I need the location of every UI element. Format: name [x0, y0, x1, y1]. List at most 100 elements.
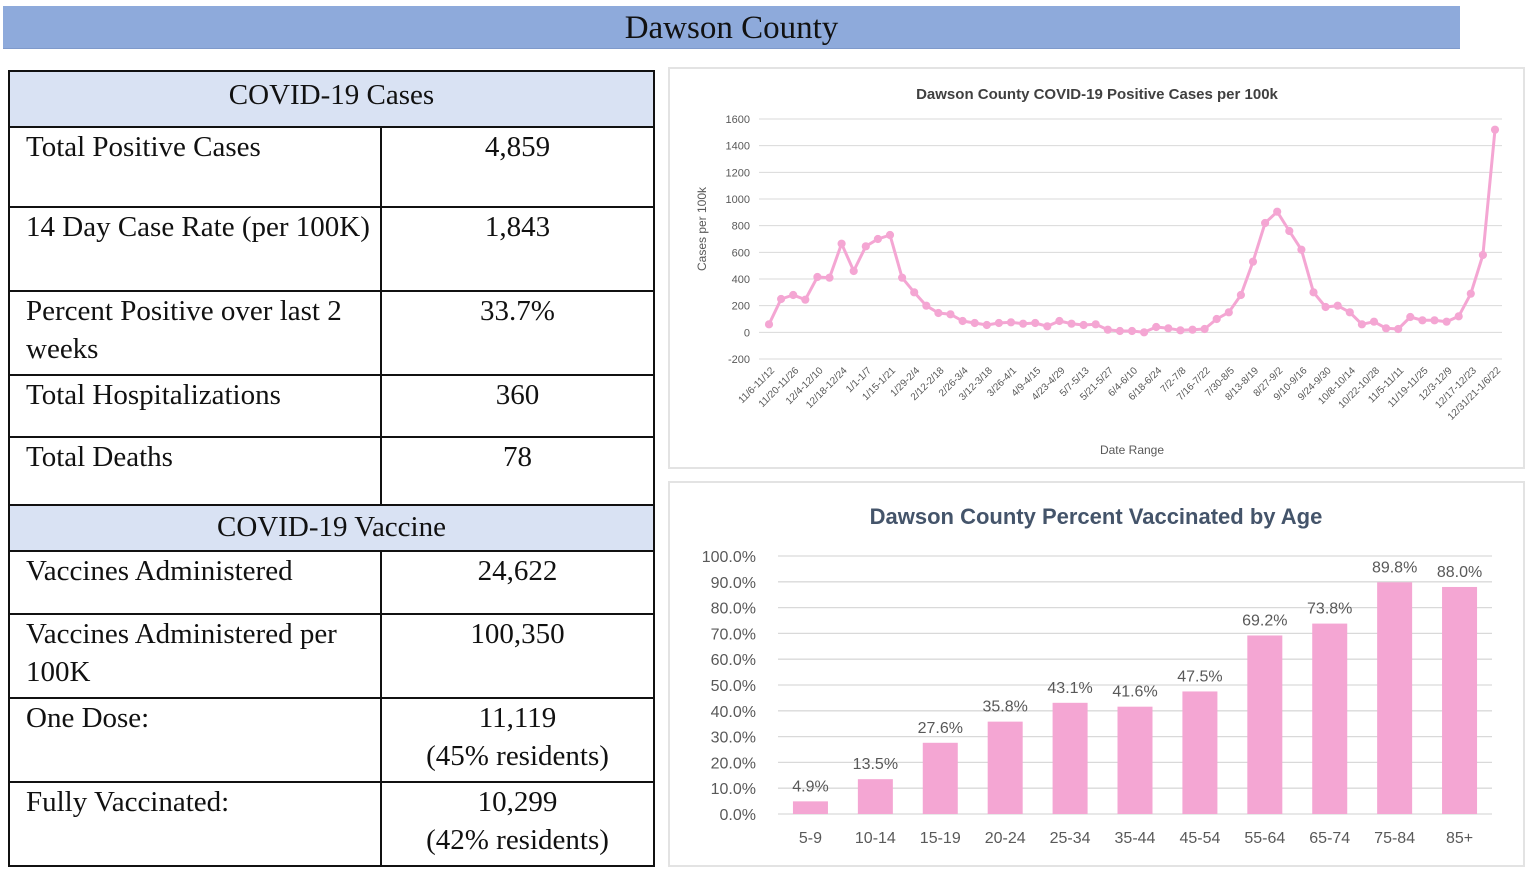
table-row: One Dose: 11,119 (45% residents) — [8, 697, 655, 783]
data-point — [958, 316, 967, 326]
data-label: 73.8% — [1307, 601, 1352, 618]
data-point — [885, 230, 895, 240]
x-tick-label: 55-64 — [1244, 830, 1285, 847]
data-point — [873, 234, 882, 244]
data-point — [1345, 308, 1354, 317]
table-row: Fully Vaccinated: 10,299 (42% residents) — [8, 781, 655, 867]
data-point — [1466, 289, 1475, 298]
bar — [1182, 691, 1218, 814]
data-point — [1127, 326, 1137, 336]
data-point — [1454, 312, 1463, 321]
data-label: 47.5% — [1177, 668, 1222, 685]
data-point — [1309, 288, 1318, 297]
cases-line-chart: Dawson County COVID-19 Positive Cases pe… — [695, 86, 1503, 457]
row-label: Vaccines Administered per 100K — [8, 613, 382, 699]
y-tick-label: 400 — [732, 274, 750, 286]
data-point — [1188, 325, 1197, 334]
table-row: Total Positive Cases 4,859 — [8, 126, 655, 208]
row-value: 24,622 — [380, 550, 655, 615]
data-point — [1261, 218, 1270, 228]
x-tick-label: 10-14 — [855, 830, 896, 847]
row-label: Total Deaths — [8, 436, 382, 506]
x-tick-label: 5-9 — [799, 830, 822, 847]
data-point — [1164, 324, 1173, 333]
y-tick-label: 10.0% — [711, 781, 756, 798]
value-main: 10,299 — [477, 786, 558, 818]
data-point — [922, 301, 931, 310]
data-point — [813, 272, 822, 282]
y-tick-label: 1200 — [726, 167, 750, 179]
data-point — [1079, 320, 1088, 330]
data-point — [1248, 257, 1258, 266]
bar — [922, 742, 958, 814]
data-point — [837, 239, 846, 248]
y-tick-label: 30.0% — [711, 730, 756, 747]
y-tick-label: 60.0% — [711, 652, 756, 669]
bar — [1052, 702, 1088, 814]
bar — [857, 779, 893, 814]
table-row: 14 Day Case Rate (per 100K) 1,843 — [8, 206, 655, 292]
y-tick-label: 50.0% — [711, 678, 756, 695]
row-label: Total Positive Cases — [8, 126, 382, 208]
bar — [792, 801, 828, 814]
y-tick-label: 70.0% — [711, 626, 756, 643]
x-tick-label: 85+ — [1446, 830, 1473, 847]
row-value: 11,119 (45% residents) — [380, 697, 655, 783]
row-label: One Dose: — [8, 697, 382, 783]
data-point — [825, 273, 834, 282]
data-label: 88.0% — [1437, 564, 1482, 581]
data-point — [1006, 318, 1016, 327]
x-tick-label: 45-54 — [1179, 830, 1220, 847]
data-point — [1067, 319, 1076, 328]
table-row: Vaccines Administered per 100K 100,350 — [8, 613, 655, 699]
vaccination-bar-chart-panel: Dawson County Percent Vaccinated by Age … — [668, 481, 1525, 867]
data-point — [1273, 207, 1282, 216]
y-tick-label: 40.0% — [711, 704, 756, 721]
data-point — [1176, 326, 1185, 335]
data-point — [1043, 322, 1052, 331]
bar — [1442, 586, 1478, 814]
table-row: Percent Positive over last 2 weeks 33.7% — [8, 290, 655, 376]
bar — [1117, 706, 1153, 814]
data-point — [1055, 316, 1064, 326]
data-point — [1091, 320, 1100, 329]
data-point — [1297, 245, 1306, 254]
row-label: Total Hospitalizations — [8, 374, 382, 438]
y-tick-label: 600 — [732, 247, 750, 259]
y-tick-label: 1600 — [726, 114, 750, 126]
data-point — [934, 308, 943, 318]
row-label: Fully Vaccinated: — [8, 781, 382, 867]
row-value: 4,859 — [380, 126, 655, 208]
x-tick-label: 25-34 — [1050, 830, 1091, 847]
line-chart-ylabel: Cases per 100k — [695, 186, 709, 271]
line-chart-xlabel: Date Range — [1100, 443, 1164, 457]
bar — [1312, 623, 1348, 814]
value-main: 100,350 — [470, 618, 565, 650]
y-tick-label: -200 — [728, 354, 750, 366]
value-main: 11,119 — [478, 702, 557, 734]
value-main: 24,622 — [477, 555, 558, 587]
data-point — [1394, 324, 1403, 334]
data-point — [861, 242, 870, 251]
data-label: 4.9% — [792, 778, 828, 795]
data-point — [910, 288, 919, 297]
table-row: Total Deaths 78 — [8, 436, 655, 506]
row-value: 1,843 — [380, 206, 655, 292]
data-point — [1442, 317, 1451, 326]
vaccine-header: COVID-19 Vaccine — [8, 504, 655, 552]
y-tick-label: 0.0% — [720, 807, 756, 824]
data-label: 43.1% — [1047, 680, 1092, 697]
data-point — [946, 310, 955, 319]
row-value: 10,299 (42% residents) — [380, 781, 655, 867]
value-sub: (45% residents) — [426, 740, 609, 772]
x-tick-label: 20-24 — [985, 830, 1026, 847]
data-point — [1369, 317, 1379, 326]
data-point — [1418, 316, 1427, 325]
bar — [987, 721, 1023, 814]
data-point — [1019, 319, 1028, 328]
data-label: 69.2% — [1242, 612, 1287, 629]
data-point — [1357, 320, 1367, 329]
data-point — [1382, 324, 1391, 333]
y-tick-label: 1400 — [726, 141, 750, 153]
data-point — [982, 320, 991, 330]
